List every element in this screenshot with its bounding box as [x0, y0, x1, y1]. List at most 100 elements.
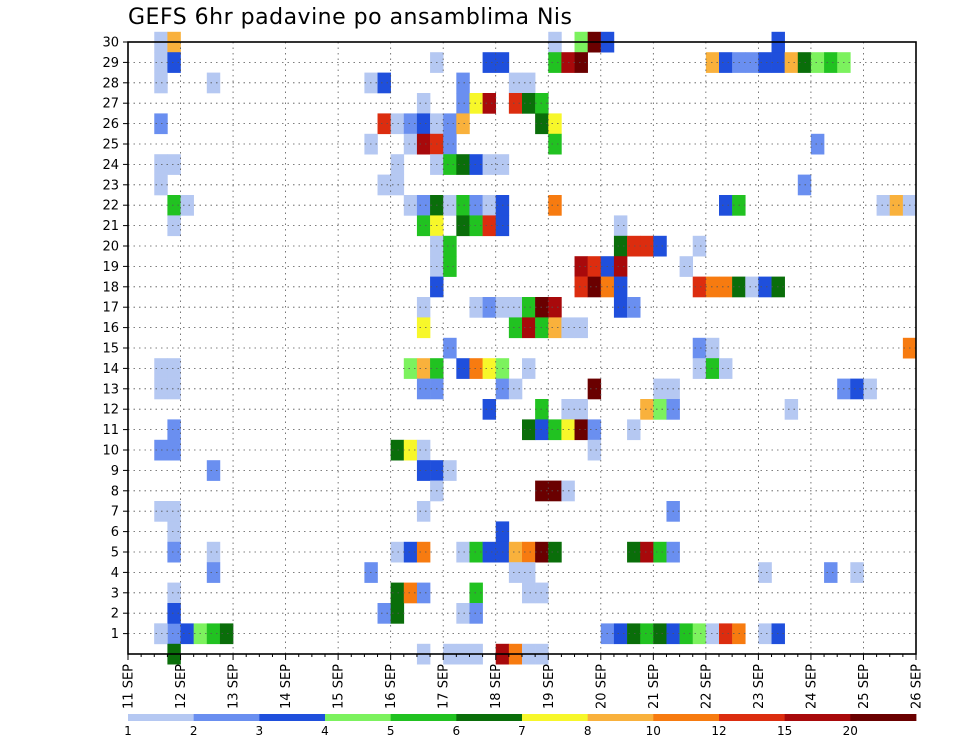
heatmap-cell — [403, 439, 418, 461]
heatmap-cell — [167, 521, 181, 543]
heatmap-cell — [627, 623, 641, 645]
heatmap-cell — [456, 154, 470, 175]
x-tick-label: 15 SEP — [332, 664, 347, 709]
y-tick-label: 27 — [102, 97, 119, 112]
heatmap-cell — [613, 276, 628, 298]
heatmap-cell — [810, 133, 825, 155]
heatmap-cell — [390, 113, 405, 135]
heatmap-cell — [653, 541, 667, 563]
heatmap-cell — [719, 276, 733, 298]
y-tick-label: 30 — [102, 36, 119, 51]
heatmap-cell — [574, 399, 588, 420]
heatmap-cell — [758, 276, 772, 298]
heatmap-cell — [548, 419, 562, 441]
heatmap-cell — [469, 541, 483, 563]
heatmap-cell — [508, 378, 523, 400]
heatmap-cell — [469, 195, 483, 216]
heatmap-cell — [416, 215, 431, 237]
legend-label: 12 — [711, 724, 726, 738]
heatmap-cell — [522, 72, 536, 94]
heatmap-cell — [443, 460, 457, 481]
heatmap-cell — [167, 419, 181, 441]
heatmap-cell — [416, 439, 431, 461]
heatmap-cell — [587, 256, 602, 277]
heatmap-cell — [403, 133, 418, 155]
heatmap-cell — [154, 154, 168, 175]
heatmap-cell — [613, 297, 628, 318]
y-tick-label: 24 — [102, 158, 119, 173]
heatmap-cell — [390, 154, 405, 175]
legend-label: 8 — [584, 724, 592, 738]
heatmap-cell — [758, 623, 772, 645]
y-tick-label: 4 — [111, 566, 119, 581]
x-tick-label: 23 SEP — [752, 664, 767, 709]
heatmap-cell — [154, 501, 168, 522]
heatmap-cell — [456, 72, 470, 94]
heatmap-cell — [154, 439, 168, 461]
y-tick-label: 13 — [102, 382, 119, 397]
x-tick-label: 26 SEP — [910, 664, 925, 709]
heatmap-cell — [745, 276, 759, 298]
chart-title: GEFS 6hr padavine po ansamblima Nis — [128, 5, 573, 30]
heatmap-cell — [456, 93, 470, 114]
x-tick-label: 20 SEP — [594, 664, 609, 709]
heatmap-cell — [613, 623, 628, 645]
x-tick-label: 24 SEP — [804, 664, 819, 709]
legend-swatch — [390, 714, 457, 721]
heatmap-cell — [416, 113, 431, 135]
heatmap-cell — [403, 195, 418, 216]
heatmap-cell — [719, 623, 733, 645]
y-tick-label: 1 — [111, 627, 119, 642]
heatmap-cell — [469, 603, 483, 624]
heatmap-cell — [390, 439, 405, 461]
heatmap-cell — [587, 378, 602, 400]
y-tick-label: 17 — [102, 301, 119, 316]
heatmap-cell — [443, 256, 457, 277]
heatmap-cell — [180, 195, 194, 216]
heatmap-cell — [548, 52, 562, 73]
heatmap-cell — [574, 276, 588, 298]
x-tick-label: 25 SEP — [857, 664, 872, 709]
heatmap-cell — [390, 174, 405, 196]
heatmap-cell — [443, 133, 457, 155]
heatmap-cell — [377, 603, 391, 624]
legend-swatch — [850, 714, 917, 721]
y-tick-label: 23 — [102, 178, 119, 193]
heatmap-cell — [508, 72, 523, 94]
heatmap-cell — [416, 501, 431, 522]
heatmap-cell — [403, 113, 418, 135]
heatmap-cell — [377, 72, 391, 94]
legend-swatch — [522, 714, 589, 721]
legend-label: 10 — [646, 724, 661, 738]
heatmap-cell — [219, 623, 234, 645]
heatmap-cell — [587, 276, 602, 298]
heatmap-cell — [154, 378, 168, 400]
heatmap-cell — [824, 52, 838, 73]
heatmap-cell — [692, 235, 707, 257]
heatmap-cell — [705, 276, 720, 298]
y-tick-label: 12 — [102, 403, 119, 418]
heatmap-cell — [167, 52, 181, 73]
color-legend: 1 2 3 4 5 6 7 8 10 12 15 20 — [124, 714, 917, 738]
heatmap-cell — [574, 256, 588, 277]
legend-swatch — [456, 714, 523, 721]
heatmap-cell — [469, 358, 483, 379]
heatmap-cell — [574, 52, 588, 73]
heatmap-cell — [482, 215, 497, 237]
heatmap-cell — [206, 541, 221, 563]
legend-swatch — [784, 714, 851, 721]
heatmap-cell — [482, 297, 497, 318]
heatmap-cell — [206, 460, 221, 481]
heatmap-cell — [627, 541, 641, 563]
x-tick-label: 21 SEP — [647, 664, 662, 709]
heatmap-cell — [653, 378, 667, 400]
heatmap-cell — [784, 52, 799, 73]
heatmap-cell — [784, 399, 799, 420]
y-tick-label: 16 — [102, 321, 119, 336]
heatmap-cell — [456, 215, 470, 237]
y-tick-label: 7 — [111, 505, 119, 520]
heatmap-cell — [522, 541, 536, 563]
y-tick-label: 19 — [102, 260, 119, 275]
y-tick-label: 3 — [111, 586, 119, 601]
legend-label: 6 — [452, 724, 460, 738]
